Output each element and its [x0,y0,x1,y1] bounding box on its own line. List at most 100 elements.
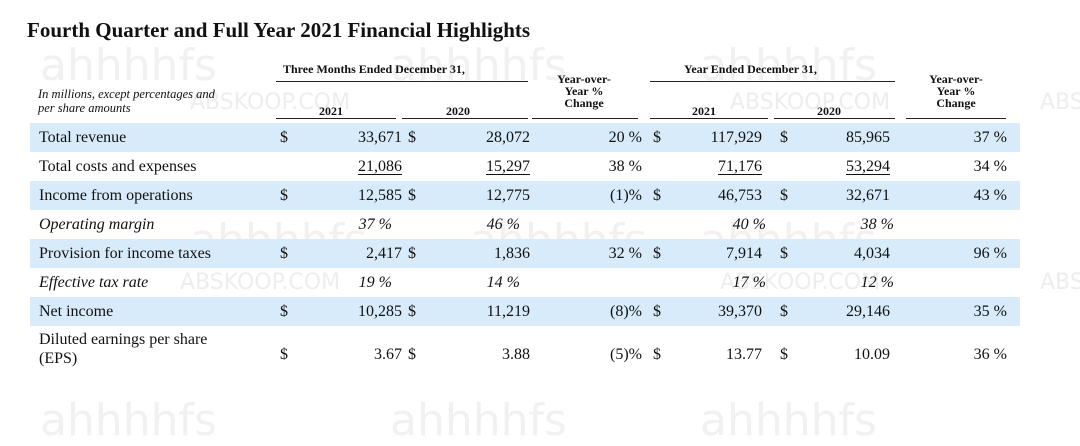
header-underline [402,118,528,119]
q4-2020-value: 12,775 [486,187,530,204]
q4-2020-value: 1,836 [494,245,530,262]
row-label: Net income [39,303,114,320]
currency-symbol: $ [780,129,788,146]
header-underline [650,118,768,119]
currency-symbol: $ [653,187,661,204]
fy-yoy-change: 43 % [973,187,1007,204]
fy-yoy-change: 35 % [973,303,1007,320]
fy-2021-value: 7,914 [726,245,762,262]
header-yoy-line: Year % [936,84,976,98]
header-yoy-line: Change [564,96,604,110]
q4-2021-value: 37 % [358,216,392,233]
row-label: Total costs and expenses [39,158,197,175]
q4-yoy-change: (5)% [610,346,642,363]
row-label: Income from operations [39,187,193,204]
header-three-months: Three Months Ended December 31, [283,62,465,76]
row-label-line: Diluted earnings per share [39,331,208,348]
q4-2021-value: 19 % [358,274,392,291]
table-row: Income from operations $ 12,585 $ 12,775… [30,181,1020,210]
currency-symbol: $ [280,346,288,363]
units-note-line: In millions, except percentages and [38,87,215,101]
currency-symbol: $ [780,346,788,363]
row-label-line: (EPS) [39,350,78,367]
fy-2020-value: 53,294 [846,158,890,175]
q4-2020-value: 3.88 [502,346,530,363]
row-label: Effective tax rate [39,274,149,291]
table-row: Operating margin 37 % 46 % 40 % 38 % [30,210,1020,239]
header-yoy-line: Year-over- [929,72,983,86]
q4-yoy-change: 20 % [608,129,642,146]
watermark: ahhhhfs [40,40,217,91]
currency-symbol: $ [780,303,788,320]
header-yoy-line: Year-over- [557,72,611,86]
q4-yoy-change: (1)% [610,187,642,204]
watermark: ABS [1040,90,1080,115]
currency-symbol: $ [280,303,288,320]
currency-symbol: $ [408,303,416,320]
fy-2021-value: 71,176 [718,158,762,175]
fy-2021-value: 40 % [732,216,766,233]
q4-2021-value: 3.67 [374,346,402,363]
watermark: ahhhhfs [700,395,877,446]
row-label: Operating margin [39,216,155,233]
header-yoy-quarter: Year-over- Year % Change [545,73,623,109]
q4-2020-value: 46 % [486,216,520,233]
fy-yoy-change: 34 % [973,158,1007,175]
header-yoy-line: Change [936,96,976,110]
row-label: Total revenue [39,129,127,146]
header-underline [774,118,895,119]
q4-2021-value: 21,086 [358,158,402,175]
page-title: Fourth Quarter and Full Year 2021 Financ… [27,18,531,42]
fy-yoy-change: 37 % [973,129,1007,146]
header-q-2020: 2020 [446,104,470,118]
fy-yoy-change: 96 % [973,245,1007,262]
fy-2020-value: 38 % [860,216,894,233]
q4-2021-value: 2,417 [366,245,402,262]
q4-2021-value: 33,671 [358,129,402,146]
currency-symbol: $ [408,346,416,363]
header-underline [276,81,528,82]
q4-yoy-change: 32 % [608,245,642,262]
watermark: ABS [1040,270,1080,295]
currency-symbol: $ [653,346,661,363]
currency-symbol: $ [280,245,288,262]
fy-2021-value: 13.77 [726,346,762,363]
watermark: ahhhhfs [40,395,217,446]
q4-2020-value: 11,219 [486,303,530,320]
table-row: Total costs and expenses 21,086 15,297 3… [30,152,1020,181]
table-row: Diluted earnings per share (EPS) $ 3.67 … [30,327,1020,371]
header-yoy-year: Year-over- Year % Change [916,73,996,109]
fy-2020-value: 4,034 [854,245,890,262]
fy-2021-value: 39,370 [718,303,762,320]
q4-2021-value: 10,285 [358,303,402,320]
fy-yoy-change: 36 % [973,346,1007,363]
watermark: ABSKOOP.COM [730,90,891,115]
units-note-line: per share amounts [38,101,131,115]
currency-symbol: $ [408,187,416,204]
q4-yoy-change: 38 % [608,158,642,175]
header-yoy-line: Year % [564,84,604,98]
currency-symbol: $ [280,129,288,146]
currency-symbol: $ [280,187,288,204]
table-row: Provision for income taxes $ 2,417 $ 1,8… [30,239,1020,268]
fy-2020-value: 85,965 [846,129,890,146]
table-row: Effective tax rate 19 % 14 % 17 % 12 % [30,268,1020,297]
header-underline [650,81,895,82]
fy-2020-value: 32,671 [846,187,890,204]
currency-symbol: $ [408,129,416,146]
currency-symbol: $ [653,245,661,262]
fy-2020-value: 12 % [860,274,894,291]
fy-2021-value: 46,753 [718,187,762,204]
currency-symbol: $ [780,187,788,204]
q4-2020-value: 28,072 [486,129,530,146]
q4-2020-value: 15,297 [486,158,530,175]
header-underline [276,118,396,119]
header-q-2021: 2021 [319,104,343,118]
header-year-ended: Year Ended December 31, [684,62,817,76]
fy-2021-value: 117,929 [710,129,762,146]
row-label: Diluted earnings per share (EPS) [39,330,207,374]
header-underline [906,118,1006,119]
watermark: ahhhhfs [390,395,567,446]
fy-2021-value: 17 % [732,274,766,291]
fy-2020-value: 10.09 [854,346,890,363]
